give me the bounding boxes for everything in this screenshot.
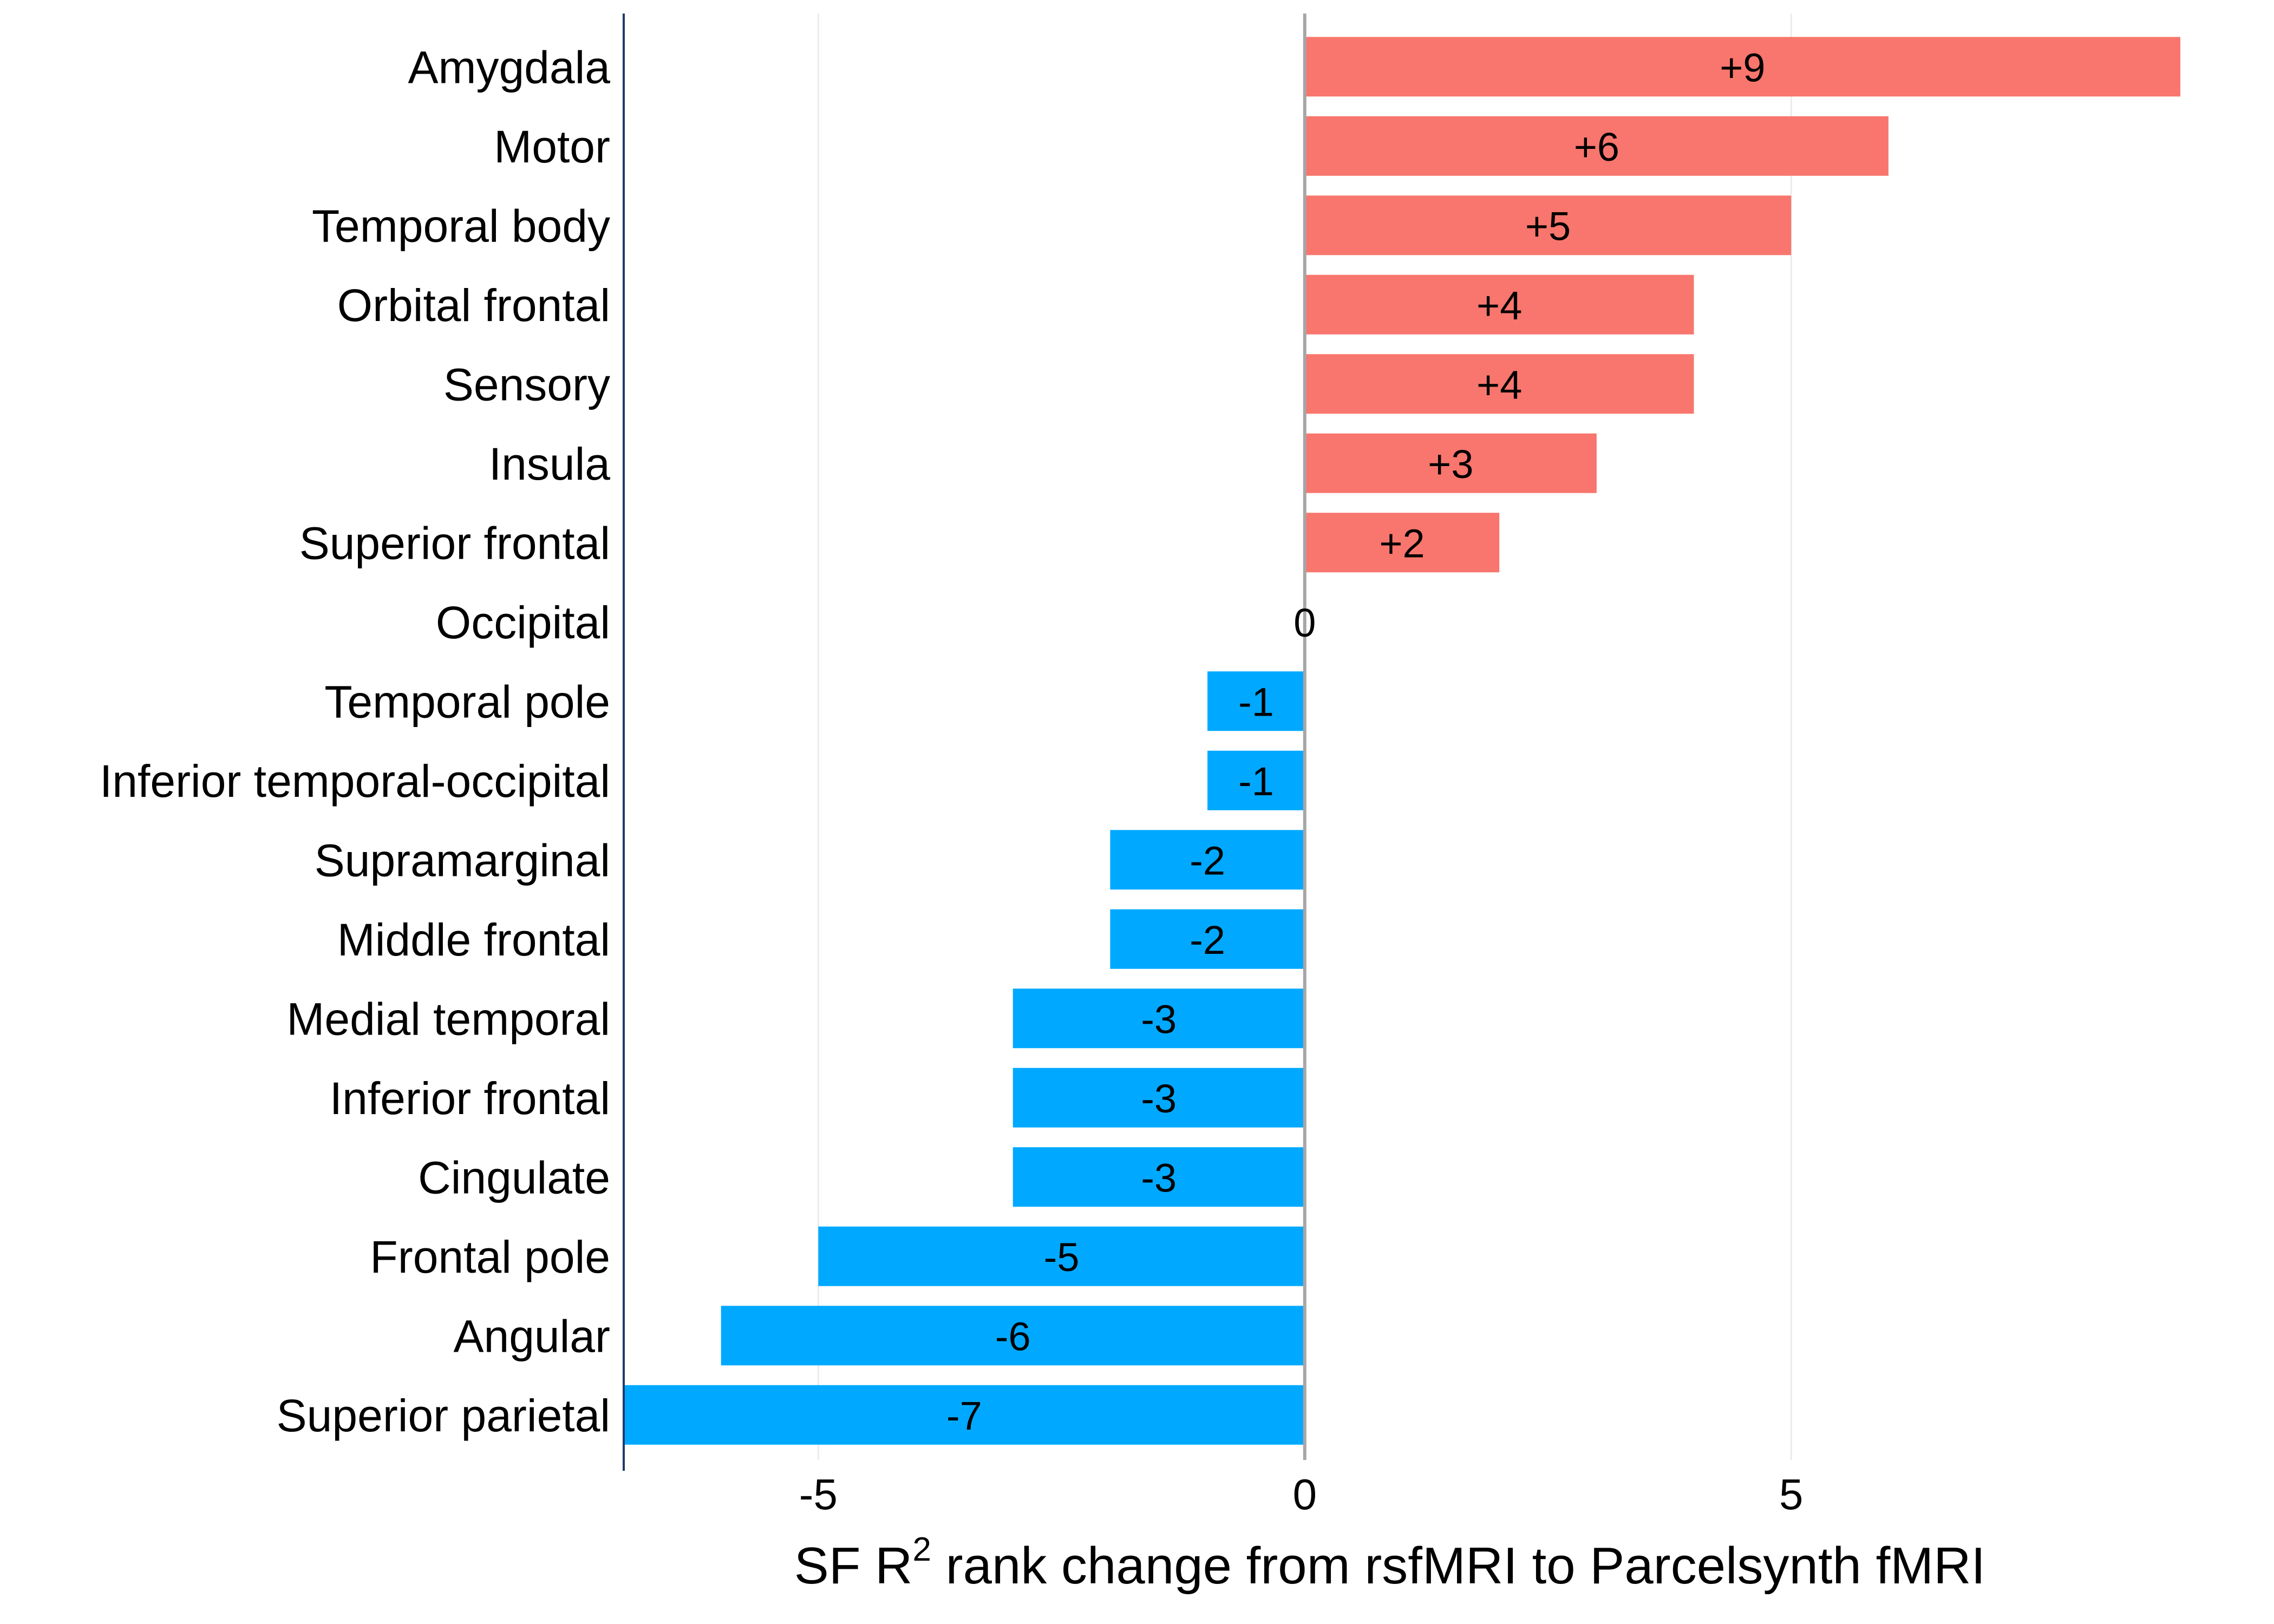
bar (1207, 671, 1305, 731)
bar (1304, 116, 1889, 176)
x-axis-title-post: rank change from rsfMRI to Parcelsynth f… (931, 1537, 1985, 1595)
bar (1110, 830, 1305, 890)
category-label: Medial temporal (286, 993, 610, 1044)
bar (1304, 37, 2180, 97)
data-label: -1 (1238, 759, 1274, 804)
bar (1304, 354, 1694, 414)
category-label: Insula (489, 438, 610, 489)
data-label: +4 (1476, 283, 1522, 328)
x-tick-label: -5 (799, 1470, 838, 1518)
x-tick-labels: -5 0 5 (799, 1470, 1803, 1518)
category-label: Frontal pole (370, 1232, 610, 1282)
bar (818, 1226, 1305, 1286)
data-label: +2 (1379, 521, 1424, 566)
data-label: +9 (1720, 45, 1765, 90)
data-label: -3 (1141, 997, 1177, 1042)
category-label: Middle frontal (337, 914, 610, 965)
category-label: Motor (494, 121, 610, 172)
data-label: -2 (1190, 838, 1225, 883)
data-label: -2 (1190, 918, 1225, 962)
x-tick-label: 5 (1779, 1470, 1803, 1518)
data-label: -6 (995, 1314, 1031, 1359)
x-axis-title: SF R2 rank change from rsfMRI to Parcels… (794, 1531, 1985, 1595)
category-label: Temporal body (312, 200, 610, 251)
bar (1012, 988, 1305, 1049)
category-label: Occipital (436, 597, 610, 648)
x-axis-title-sup: 2 (912, 1531, 931, 1568)
category-labels: Amygdala Motor Temporal body Orbital fronta… (100, 42, 610, 1441)
x-axis-title-pre: SF R (794, 1537, 913, 1595)
data-label: -7 (946, 1393, 982, 1438)
bar (1304, 513, 1500, 573)
category-label: Orbital frontal (337, 280, 610, 331)
data-label: +5 (1525, 204, 1571, 248)
category-label: Inferior temporal-occipital (100, 756, 610, 807)
bar (1110, 909, 1305, 969)
data-label: +3 (1428, 442, 1473, 487)
x-tick-label: 0 (1293, 1470, 1317, 1518)
category-label: Superior frontal (299, 518, 610, 568)
data-label: -5 (1044, 1235, 1080, 1280)
bars (624, 37, 2180, 1445)
data-label: 0 (1293, 600, 1316, 645)
category-label: Superior parietal (277, 1390, 610, 1441)
data-label: +6 (1574, 125, 1619, 169)
category-label: Sensory (443, 359, 610, 410)
bar (1304, 274, 1694, 335)
data-labels: +9+6+5+4+4+3+20-1-1-2-2-3-3-3-5-6-7 (946, 45, 1766, 1438)
data-label: -3 (1141, 1076, 1177, 1121)
bar (1304, 433, 1597, 493)
bar (624, 1385, 1305, 1445)
category-label: Amygdala (408, 42, 610, 93)
data-label: +4 (1476, 362, 1522, 407)
bar (1304, 195, 1792, 256)
data-label: -1 (1238, 679, 1274, 724)
bar (1012, 1068, 1305, 1128)
data-label: -3 (1141, 1155, 1177, 1200)
category-label: Inferior frontal (330, 1073, 610, 1124)
category-label: Temporal pole (324, 676, 610, 727)
category-label: Cingulate (418, 1152, 610, 1203)
category-label: Angular (453, 1311, 610, 1361)
category-label: Supramarginal (315, 835, 610, 886)
bar (1207, 750, 1305, 810)
bar (721, 1306, 1305, 1366)
bar (1012, 1147, 1305, 1207)
